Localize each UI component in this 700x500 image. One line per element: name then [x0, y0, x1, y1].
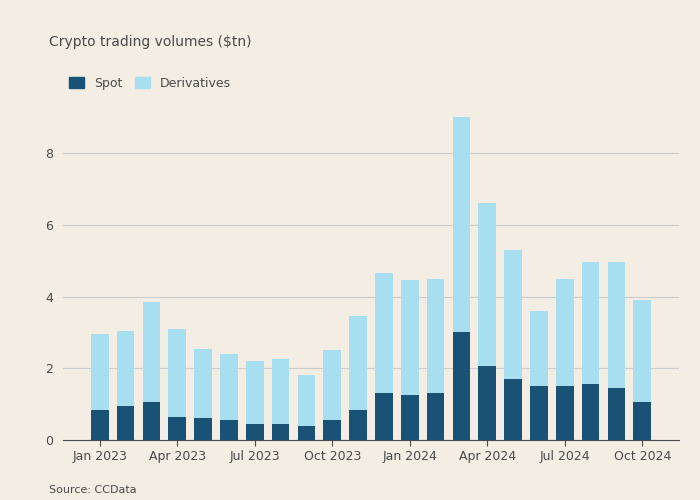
Legend: Spot, Derivatives: Spot, Derivatives: [69, 76, 231, 90]
Bar: [298, 426, 315, 440]
Bar: [195, 418, 212, 440]
Bar: [169, 416, 186, 440]
Bar: [117, 406, 134, 440]
Bar: [169, 329, 186, 416]
Bar: [375, 273, 393, 394]
Bar: [479, 366, 496, 440]
Bar: [453, 332, 470, 440]
Bar: [427, 278, 444, 394]
Bar: [220, 354, 238, 420]
Bar: [143, 302, 160, 402]
Bar: [195, 348, 212, 418]
Bar: [479, 204, 496, 366]
Bar: [608, 388, 625, 440]
Bar: [375, 394, 393, 440]
Bar: [298, 376, 315, 426]
Bar: [582, 262, 599, 384]
Bar: [504, 379, 522, 440]
Bar: [246, 361, 263, 424]
Bar: [91, 410, 108, 440]
Text: Source: CCData: Source: CCData: [49, 485, 136, 495]
Bar: [349, 410, 367, 440]
Bar: [504, 250, 522, 379]
Bar: [608, 262, 625, 388]
Bar: [530, 386, 547, 440]
Bar: [582, 384, 599, 440]
Bar: [530, 311, 547, 386]
Bar: [427, 394, 444, 440]
Bar: [272, 424, 289, 440]
Bar: [453, 117, 470, 332]
Bar: [349, 316, 367, 410]
Bar: [634, 300, 651, 402]
Text: Crypto trading volumes ($tn): Crypto trading volumes ($tn): [49, 35, 251, 49]
Bar: [220, 420, 238, 440]
Bar: [91, 334, 108, 409]
Bar: [143, 402, 160, 440]
Bar: [634, 402, 651, 440]
Bar: [272, 360, 289, 424]
Bar: [246, 424, 263, 440]
Bar: [401, 395, 419, 440]
Bar: [323, 350, 341, 420]
Bar: [556, 386, 573, 440]
Bar: [117, 330, 134, 406]
Bar: [323, 420, 341, 440]
Bar: [556, 278, 573, 386]
Bar: [401, 280, 419, 395]
